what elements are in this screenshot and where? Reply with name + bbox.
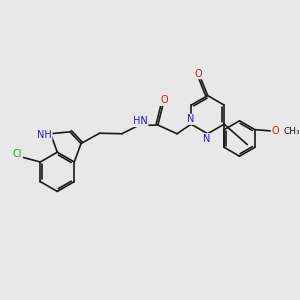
Text: O: O xyxy=(194,69,202,79)
Text: HN: HN xyxy=(133,116,148,127)
Text: Cl: Cl xyxy=(13,149,22,159)
Text: CH₃: CH₃ xyxy=(284,127,300,136)
Text: O: O xyxy=(271,126,279,136)
Text: N: N xyxy=(203,134,211,144)
Text: NH: NH xyxy=(37,130,52,140)
Text: N: N xyxy=(187,114,194,124)
Text: O: O xyxy=(160,95,168,106)
